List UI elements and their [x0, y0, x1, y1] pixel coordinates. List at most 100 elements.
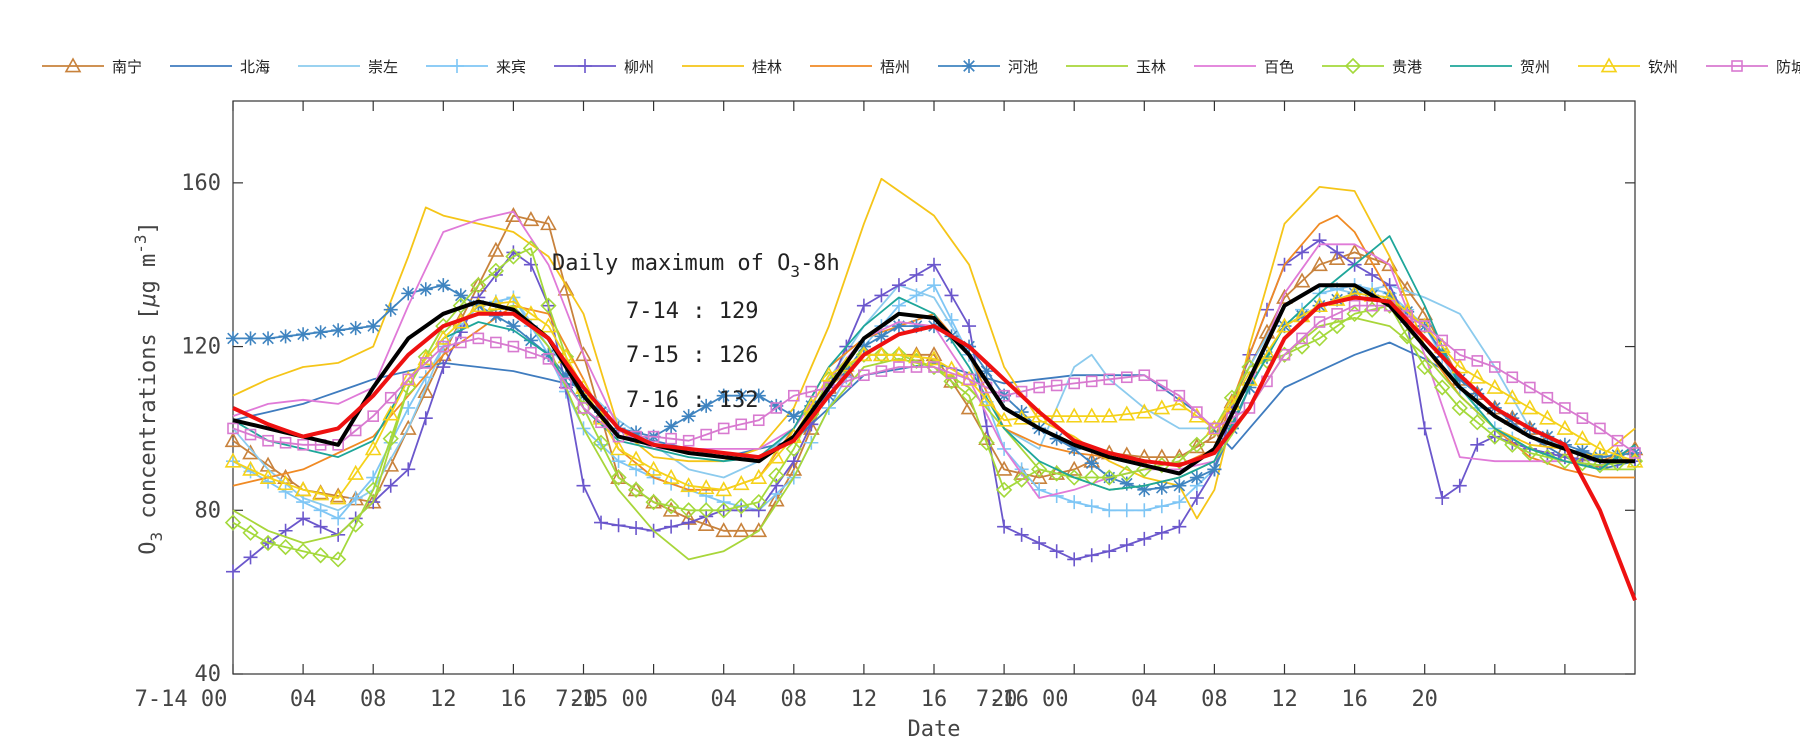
series-marker	[64, 57, 82, 73]
legend-item: 钦州	[1578, 57, 1678, 76]
series-marker	[1049, 544, 1064, 559]
series-marker	[995, 411, 1013, 427]
series-marker	[1506, 371, 1519, 384]
series-marker	[1014, 527, 1029, 542]
legend-label: 玉林	[1136, 58, 1166, 76]
series-marker	[979, 364, 994, 379]
x-tick-label: 7-16 00	[976, 687, 1069, 712]
legend-label: 来宾	[496, 58, 526, 76]
series-marker	[349, 424, 362, 437]
series-marker	[627, 481, 645, 497]
series-marker	[963, 373, 975, 386]
series-marker	[401, 462, 416, 477]
legend-item: 崇左	[298, 58, 398, 76]
series-marker	[418, 411, 433, 426]
series-marker	[1067, 441, 1082, 456]
series-marker	[1103, 373, 1116, 386]
series-marker	[540, 317, 557, 333]
series-marker	[697, 479, 715, 495]
series-marker	[978, 391, 995, 407]
series-marker	[1137, 503, 1152, 518]
series-marker	[278, 484, 293, 499]
series-marker	[1311, 330, 1328, 347]
legend-item: 北海	[170, 58, 270, 76]
series-marker	[364, 440, 382, 456]
legend-item: 柳州	[554, 58, 654, 76]
series-marker	[715, 522, 733, 538]
series-marker	[505, 206, 522, 222]
series-marker	[224, 514, 242, 531]
series-marker	[1436, 334, 1449, 347]
series-marker	[1084, 499, 1099, 514]
series-marker	[732, 475, 750, 491]
series-marker	[436, 278, 451, 293]
series-marker	[979, 419, 994, 434]
series-marker	[662, 498, 680, 515]
series-marker	[1452, 478, 1467, 493]
series-marker	[1311, 256, 1328, 272]
series-marker	[331, 323, 346, 338]
series-marker	[610, 440, 627, 456]
x-tick-label: 20	[991, 687, 1018, 712]
series-marker	[1348, 299, 1361, 312]
series-marker	[767, 448, 785, 464]
series-marker	[1170, 448, 1188, 464]
series-marker	[472, 332, 485, 345]
x-tick-label: 16	[500, 687, 527, 712]
series-marker	[226, 564, 240, 579]
y-axis-title: O3 concentrations [μg m-3]	[131, 221, 166, 555]
series-marker	[278, 329, 293, 344]
series-marker	[331, 511, 346, 526]
series-marker	[1191, 406, 1203, 418]
series-marker	[1451, 399, 1468, 417]
series-marker	[1119, 503, 1134, 518]
x-axis-title: Date	[908, 717, 961, 742]
series-marker	[1118, 465, 1135, 482]
series-marker	[928, 361, 940, 373]
series-marker	[1539, 409, 1556, 425]
series-marker	[1629, 447, 1641, 459]
series-line	[232, 247, 1636, 561]
series-marker	[294, 543, 312, 560]
series-marker	[1173, 389, 1186, 402]
series-marker	[1084, 548, 1099, 563]
x-tick-label: 12	[430, 687, 457, 712]
series-marker	[1330, 245, 1345, 260]
series-marker	[715, 481, 733, 497]
series-marker	[1013, 471, 1030, 488]
series-marker	[1241, 370, 1258, 386]
series-marker	[450, 59, 464, 73]
series-marker	[259, 534, 277, 552]
series-marker	[1539, 448, 1556, 466]
series-marker	[1469, 414, 1486, 431]
series-marker	[610, 468, 627, 484]
series-marker	[698, 502, 715, 519]
series-marker	[1048, 407, 1066, 423]
series-line	[232, 295, 1637, 602]
series-marker	[330, 551, 347, 568]
series-marker	[402, 373, 415, 386]
series-marker	[312, 485, 329, 501]
series-marker	[505, 292, 522, 308]
series-marker	[1102, 503, 1117, 518]
series-marker	[1135, 403, 1153, 419]
series-marker	[891, 319, 906, 334]
series-marker	[1067, 552, 1082, 567]
series-marker	[487, 241, 505, 257]
series-marker	[455, 336, 467, 349]
annotation-line-1: 7-14 : 129	[626, 299, 758, 324]
series-marker	[927, 278, 941, 293]
series-marker	[891, 298, 906, 313]
series-marker	[700, 428, 712, 441]
legend-item: 贺州	[1450, 58, 1550, 76]
legend-label: 南宁	[112, 58, 142, 76]
series-marker	[1470, 437, 1485, 452]
series-marker	[1153, 399, 1171, 415]
series-marker	[750, 522, 768, 538]
series-河池	[226, 278, 1642, 497]
series-marker	[890, 346, 908, 362]
x-tick-label: 20	[1411, 687, 1438, 712]
series-marker	[1068, 377, 1080, 390]
series-marker	[557, 280, 575, 296]
series-marker	[664, 519, 679, 534]
